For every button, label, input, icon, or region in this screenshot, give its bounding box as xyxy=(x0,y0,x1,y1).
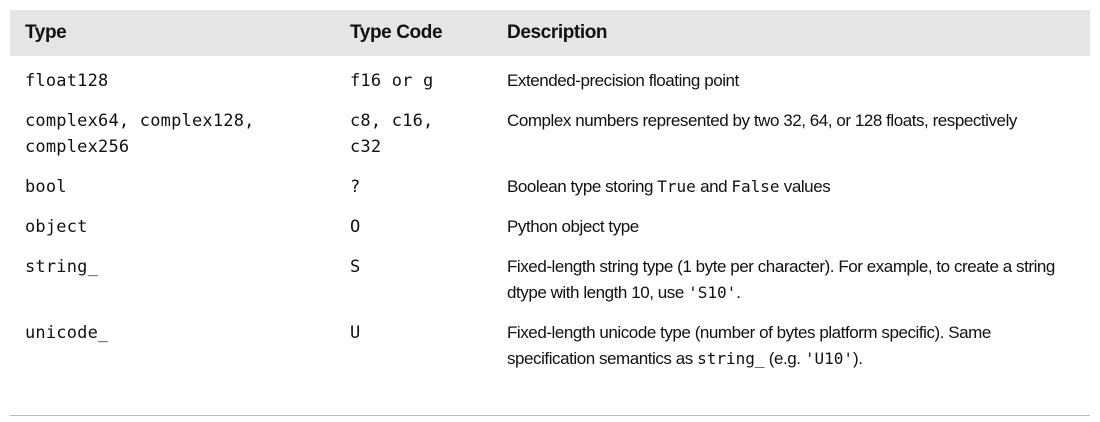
description-text: . xyxy=(736,283,741,302)
dtype-table: Type Type Code Description float128 f16 o… xyxy=(10,10,1090,380)
header-row: Type Type Code Description xyxy=(10,10,1090,56)
type-cell: float128 xyxy=(25,71,109,91)
type-cell: unicode_ xyxy=(25,323,109,343)
description-text: (e.g. xyxy=(764,349,805,368)
description-cell: Fixed-length unicode type (number of byt… xyxy=(492,313,1090,380)
table-body: float128 f16 or g Extended-precision float… xyxy=(10,56,1090,380)
inline-code: string_ xyxy=(697,349,765,368)
table-row: object O Python object type xyxy=(10,207,1090,247)
table-bottom-rule xyxy=(10,415,1090,416)
table-row: unicode_ U Fixed-length unicode type (numb… xyxy=(10,313,1090,380)
type-cell: complex64, complex128, complex256 xyxy=(25,111,255,157)
description-text: Extended-precision floating point xyxy=(507,71,739,90)
type-code-cell: S xyxy=(350,257,361,277)
description-cell: Boolean type storing True and False valu… xyxy=(492,167,1090,207)
description-text: Complex numbers represented by two 32, 6… xyxy=(507,111,1017,130)
inline-code: True xyxy=(657,177,696,196)
table-row: complex64, complex128, complex256 c8, c16,… xyxy=(10,101,1090,167)
description-text: Boolean type storing xyxy=(507,177,658,196)
description-text: Python object type xyxy=(507,217,639,236)
column-header-description: Description xyxy=(492,10,1090,56)
column-header-type-code: Type Code xyxy=(335,10,492,56)
type-cell: string_ xyxy=(25,257,99,277)
description-text: Fixed-length string type (1 byte per cha… xyxy=(507,257,1055,302)
description-cell: Extended-precision floating point xyxy=(492,56,1090,101)
column-header-type: Type xyxy=(10,10,335,56)
description-text: values xyxy=(779,177,831,196)
table-row: float128 f16 or g Extended-precision float… xyxy=(10,56,1090,101)
table-row: bool? Boolean type storing True and False… xyxy=(10,167,1090,207)
table-row: string_ S Fixed-length string type (1 byte… xyxy=(10,247,1090,313)
description-text: Fixed-length unicode type (number of byt… xyxy=(507,323,991,368)
inline-code: 'S10' xyxy=(688,283,737,302)
type-code-cell: c8, c16, c32 xyxy=(350,111,434,157)
description-text: ). xyxy=(853,349,863,368)
type-code-cell: U xyxy=(350,323,361,343)
inline-code: False xyxy=(731,177,780,196)
type-cell: bool xyxy=(25,177,67,197)
description-cell: Python object type xyxy=(492,207,1090,247)
dtype-table-container: Type Type Code Description float128 f16 o… xyxy=(10,10,1090,380)
table-header: Type Type Code Description xyxy=(10,10,1090,56)
type-code-cell: ? xyxy=(350,177,361,197)
description-text: and xyxy=(695,177,732,196)
type-code-cell: f16 or g xyxy=(350,71,434,91)
type-code-cell: O xyxy=(350,217,361,237)
description-cell: Fixed-length string type (1 byte per cha… xyxy=(492,247,1090,313)
inline-code: 'U10' xyxy=(804,349,853,368)
type-cell: object xyxy=(25,217,88,237)
description-cell: Complex numbers represented by two 32, 6… xyxy=(492,101,1090,167)
